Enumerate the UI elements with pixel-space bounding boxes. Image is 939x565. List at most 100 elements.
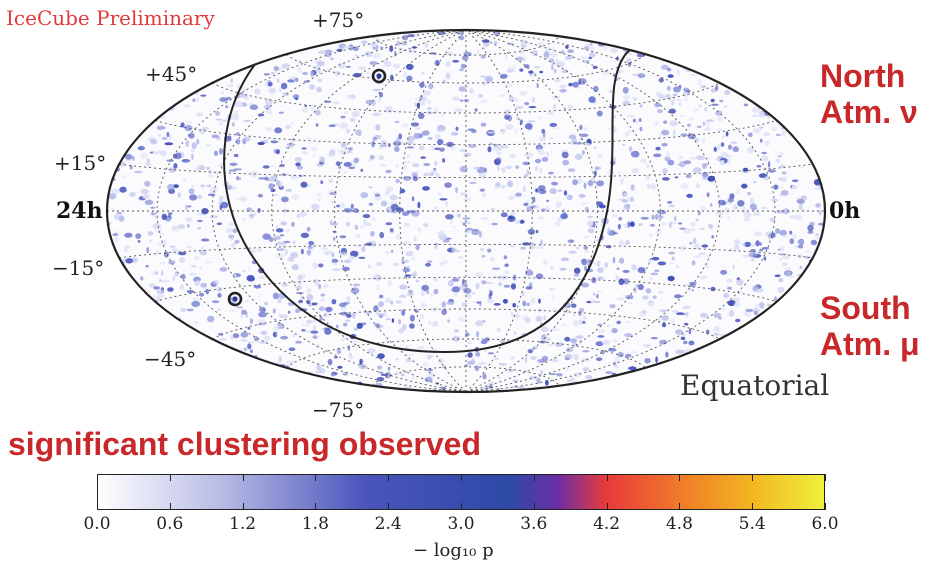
significance-spot	[720, 269, 728, 275]
significance-spot	[593, 146, 597, 149]
significance-spot	[568, 250, 577, 254]
significance-spot	[537, 42, 545, 46]
significance-spot	[572, 342, 578, 347]
significance-spot	[287, 79, 295, 83]
significance-spot	[541, 156, 549, 162]
significance-spot	[536, 82, 539, 89]
significance-spot	[355, 54, 358, 58]
significance-spot	[573, 311, 576, 317]
significance-spot	[493, 40, 498, 45]
significance-spot	[672, 310, 679, 313]
significance-spot	[211, 300, 220, 304]
significance-spot	[458, 86, 466, 92]
significance-spot	[399, 284, 408, 290]
significance-spot	[424, 41, 429, 49]
significance-spot	[215, 111, 221, 116]
significance-spot	[405, 358, 412, 363]
significance-spot	[330, 373, 336, 377]
significance-spot	[279, 163, 285, 168]
significance-spot	[150, 139, 158, 145]
significance-spot	[205, 144, 211, 147]
significance-spot	[645, 288, 652, 294]
significance-spot	[636, 57, 640, 61]
significance-spot	[447, 280, 454, 287]
significance-spot	[153, 212, 160, 219]
significance-spot	[503, 284, 511, 288]
significance-spot	[580, 55, 587, 60]
significance-spot	[406, 154, 410, 158]
significance-spot	[247, 341, 254, 344]
significance-spot	[426, 354, 434, 358]
significance-spot	[600, 350, 606, 355]
significance-spot	[505, 127, 513, 130]
significance-spot	[311, 203, 320, 210]
significance-spot	[272, 331, 278, 338]
significance-spot	[668, 221, 672, 229]
significance-spot	[495, 152, 502, 155]
significance-spot	[441, 111, 445, 118]
significance-spot	[562, 323, 567, 327]
significance-spot	[498, 278, 505, 281]
headline-text: significant clustering observed	[8, 426, 481, 462]
significance-spot	[194, 320, 199, 324]
significance-spot	[763, 176, 769, 181]
significance-spot	[429, 145, 436, 151]
significance-spot	[777, 155, 782, 158]
significance-spot	[413, 132, 419, 140]
significance-spot	[377, 353, 385, 359]
significance-spot	[373, 274, 382, 281]
significance-spot	[301, 328, 306, 332]
significance-spot	[782, 234, 787, 238]
significance-spot	[657, 109, 663, 114]
significance-spot	[462, 222, 466, 226]
map-outline	[105, 28, 827, 394]
significance-spot	[763, 132, 770, 137]
significance-spot	[310, 330, 319, 334]
significance-spot	[337, 150, 346, 154]
significance-spot	[166, 132, 170, 137]
significance-spot	[567, 49, 574, 53]
colorbar-tick-bottom	[606, 503, 608, 510]
significance-spot	[394, 50, 397, 57]
significance-spot	[526, 169, 530, 176]
significance-spot	[342, 372, 348, 376]
significance-spot	[537, 216, 544, 220]
significance-spot	[167, 183, 175, 191]
significance-spot	[423, 90, 431, 96]
significance-spot	[678, 102, 682, 107]
significance-spot	[719, 160, 725, 165]
significance-spot	[631, 168, 639, 174]
significance-spot	[549, 188, 557, 195]
significance-spot	[524, 123, 533, 130]
significance-spot	[458, 35, 465, 41]
significance-spot	[427, 371, 435, 379]
significance-spot	[385, 222, 393, 226]
significance-spot	[296, 165, 303, 170]
significance-spot	[275, 228, 284, 233]
significance-spot	[732, 264, 735, 270]
significance-spot	[451, 277, 460, 282]
colorbar-axis-label: − log₁₀ p	[413, 540, 494, 561]
colorbar-tick-label: 6.0	[811, 514, 839, 534]
significance-spot	[649, 234, 653, 237]
significance-spot	[406, 75, 413, 82]
significance-spot	[174, 152, 182, 160]
significance-spot	[524, 356, 528, 363]
significance-spot	[661, 142, 668, 147]
significance-spot	[253, 285, 262, 289]
significance-spot	[302, 323, 305, 327]
significance-spot	[318, 283, 322, 290]
significance-spot	[371, 216, 377, 222]
significance-spot	[332, 230, 336, 233]
significance-spot	[300, 232, 309, 238]
significance-spot	[494, 186, 502, 189]
significance-spot	[310, 71, 314, 78]
significance-spot	[713, 333, 720, 336]
significance-spot	[499, 73, 508, 79]
significance-spot	[240, 348, 244, 352]
significance-spot	[707, 175, 716, 182]
significance-spot	[474, 108, 478, 112]
significance-spot	[536, 377, 541, 384]
significance-spot	[571, 354, 580, 358]
significance-spot	[577, 177, 583, 184]
